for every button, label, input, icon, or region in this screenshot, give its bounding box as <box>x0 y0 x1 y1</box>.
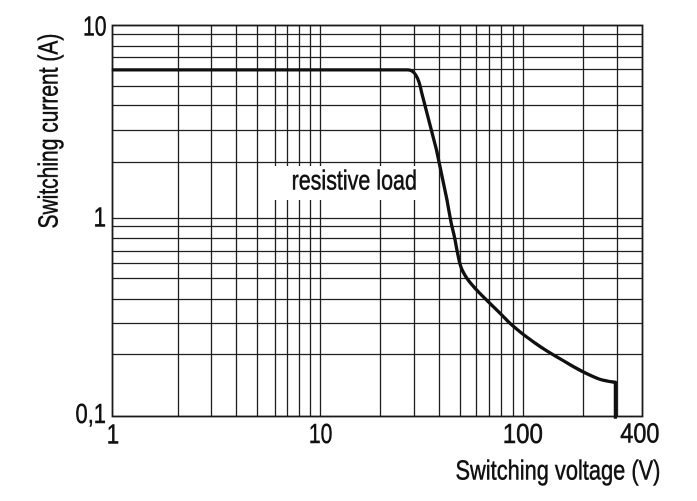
svg-text:0,1: 0,1 <box>76 398 107 429</box>
svg-text:1: 1 <box>94 202 106 233</box>
svg-text:1: 1 <box>107 418 119 449</box>
svg-text:10: 10 <box>309 418 333 449</box>
svg-text:400: 400 <box>620 418 659 449</box>
svg-text:Switching voltage (V): Switching voltage (V) <box>456 454 661 485</box>
svg-text:10: 10 <box>83 10 107 41</box>
svg-text:100: 100 <box>503 418 543 449</box>
svg-text:resistive load: resistive load <box>292 165 417 196</box>
svg-text:Switching current (A): Switching current (A) <box>33 34 64 229</box>
